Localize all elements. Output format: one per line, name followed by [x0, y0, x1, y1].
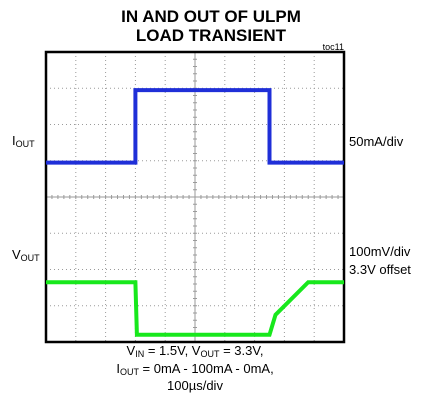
- chart-title-line2: LOAD TRANSIENT: [135, 26, 287, 45]
- vout-offset-label: 3.3V offset: [349, 262, 411, 277]
- conditions-line2: IOUT = 0mA - 100mA - 0mA,: [116, 361, 274, 377]
- plot-frame: [44, 50, 346, 344]
- traces: [46, 88, 344, 337]
- iout-trace-label: IOUT: [12, 133, 35, 149]
- conditions-timebase: 100µs/div: [167, 378, 223, 393]
- figure-tag: toc11: [322, 42, 344, 52]
- grid: [45, 51, 345, 343]
- trace-vout: [46, 280, 344, 337]
- chart-title-line1: IN AND OUT OF ULPM: [121, 7, 301, 26]
- trace-iout: [46, 88, 344, 165]
- vout-trace-label: VOUT: [12, 247, 40, 263]
- vout-scale-label: 100mV/div: [349, 244, 411, 259]
- conditions-line1: VIN = 1.5V, VOUT = 3.3V,: [126, 343, 264, 359]
- iout-scale-label: 50mA/div: [349, 134, 404, 149]
